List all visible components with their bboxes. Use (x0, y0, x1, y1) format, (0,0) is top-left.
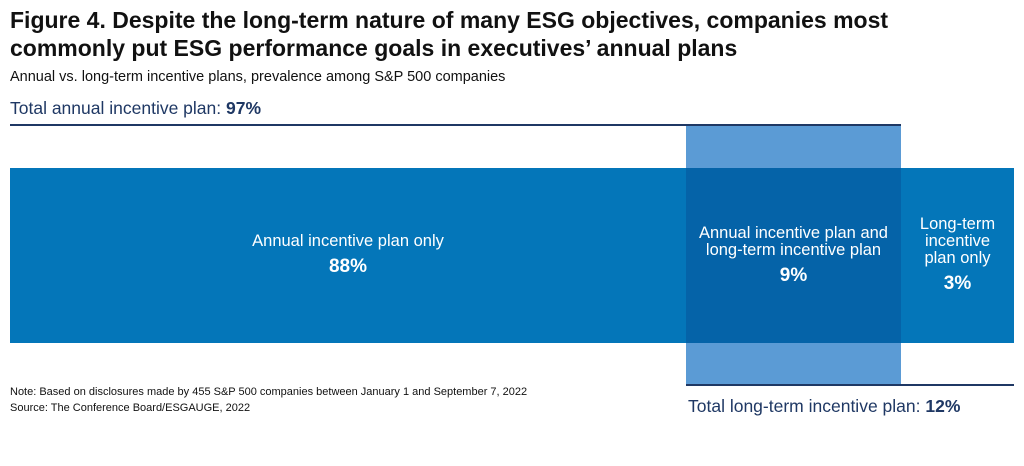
long-term-total-line (686, 384, 1014, 386)
bar-segment: Annual incentive plan and long-term ince… (686, 168, 901, 343)
segment-label: Annual incentive plan only (252, 232, 444, 250)
total-label: Total annual incentive plan: 97% (10, 98, 261, 119)
total-value: 12% (925, 396, 961, 416)
total-label: Total long-term incentive plan: 12% (688, 396, 960, 417)
total-text: Total long-term incentive plan: (688, 396, 921, 416)
value-label: 88% (328, 256, 368, 277)
bar-segment: Annual incentive plan only 88% (10, 168, 686, 343)
bar-segment: Long-term incentive plan only 3% (901, 168, 1014, 343)
source: Source: The Conference Board/ESGAUGE, 20… (10, 402, 251, 414)
total-text: Total annual incentive plan: (10, 98, 222, 118)
note: Note: Based on disclosures made by 455 S… (10, 386, 528, 398)
value-label: 9% (779, 264, 808, 286)
chart-subtitle: Annual vs. long-term incentive plans, pr… (10, 69, 506, 85)
segment-label: Long-term incentive plan only (919, 215, 996, 267)
chart-title: Figure 4. Despite the long-term nature o… (10, 7, 889, 61)
value-label: 3% (943, 273, 972, 294)
annual-total-line (10, 124, 901, 126)
segment-label: Annual incentive plan and long-term ince… (699, 223, 888, 259)
total-value: 97% (226, 98, 262, 118)
